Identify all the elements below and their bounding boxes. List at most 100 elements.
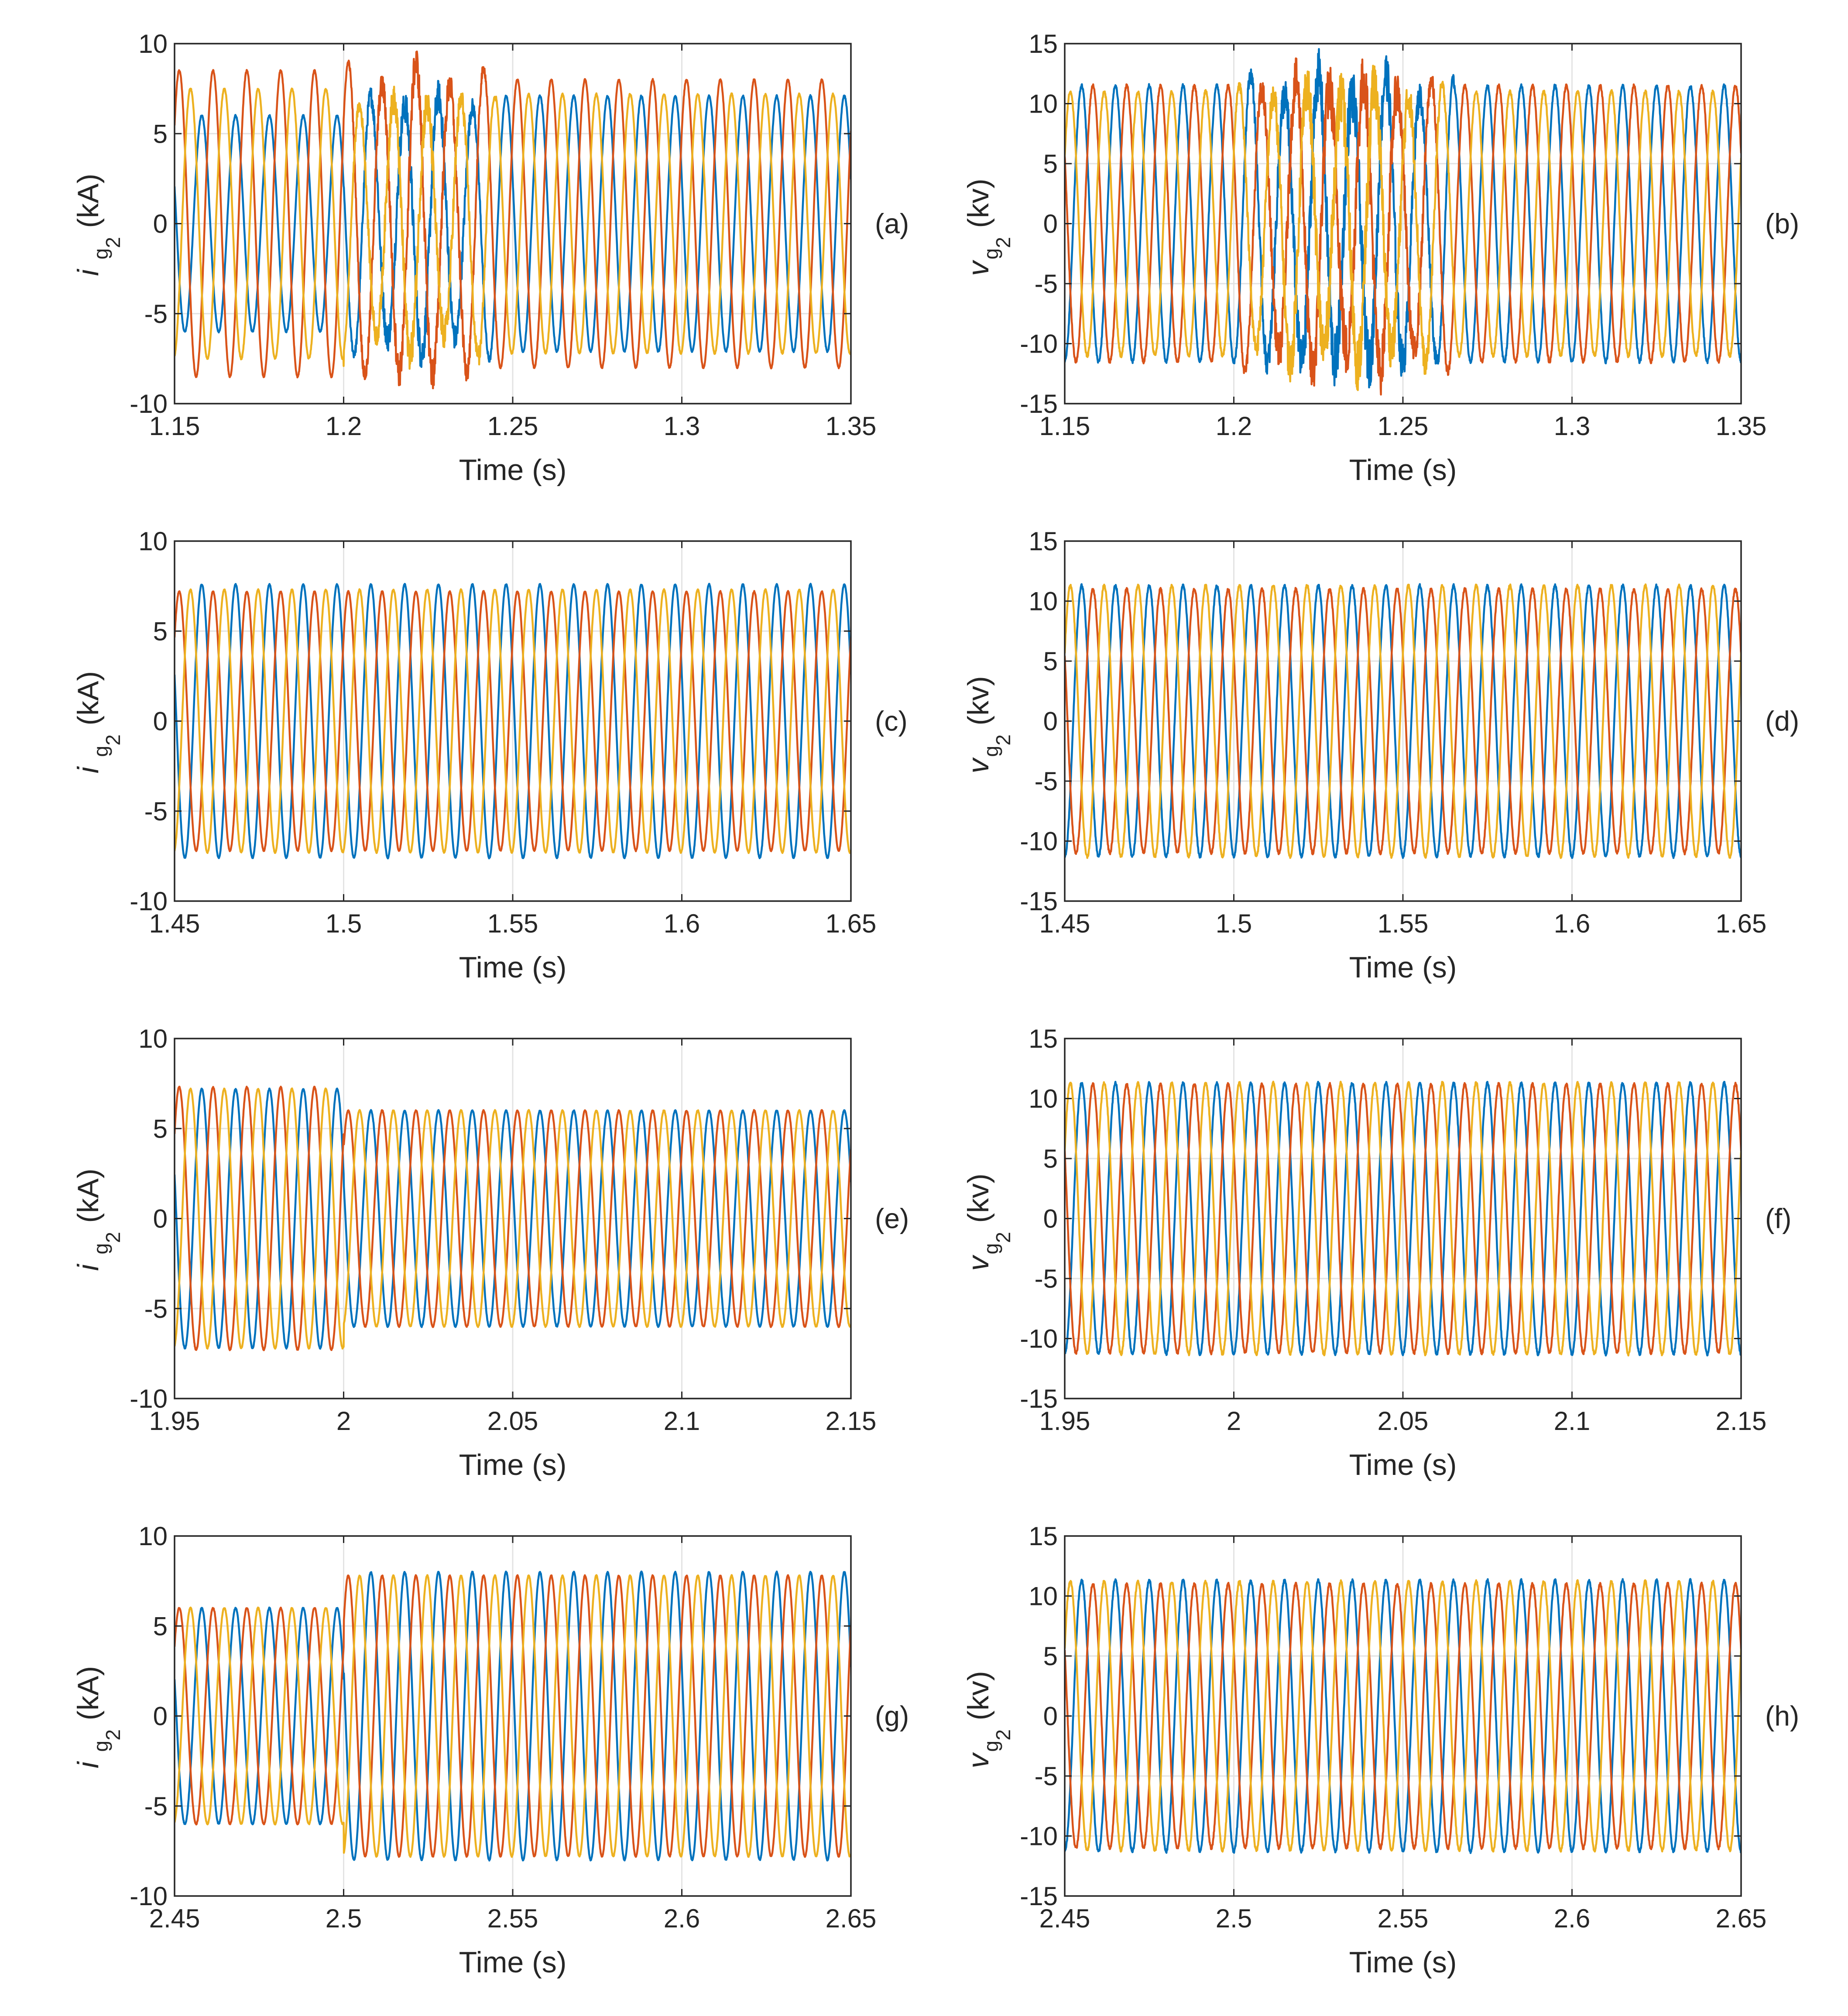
y-tick-label: 10	[1029, 587, 1058, 616]
series-line-phase-c	[175, 1574, 851, 1858]
y-axis-subscript: g	[89, 1243, 112, 1255]
series-line-phase-c	[175, 588, 851, 854]
x-tick-label: 2.6	[664, 1904, 700, 1933]
x-tick-label: 2.6	[1554, 1904, 1590, 1933]
y-axis-unit: (kA)	[72, 1666, 105, 1721]
y-axis-subscript: g	[980, 1243, 1002, 1255]
y-tick-label: 5	[153, 119, 168, 148]
y-tick-label: -15	[1020, 389, 1058, 418]
y-tick-label: 10	[1029, 89, 1058, 119]
y-tick-label: 0	[153, 1702, 168, 1731]
y-tick-label: 0	[1043, 707, 1058, 736]
y-tick-label: -10	[1020, 827, 1058, 856]
y-axis-label: vg2 (kv)	[962, 1173, 1015, 1271]
y-tick-label: 10	[138, 29, 168, 58]
x-tick-label: 1.45	[149, 909, 200, 938]
y-axis-subscript: g	[89, 746, 112, 757]
x-tick-label: 2.65	[826, 1904, 877, 1933]
x-tick-label: 2.1	[664, 1406, 700, 1436]
y-tick-label: 10	[138, 1522, 168, 1551]
x-tick-label: 1.25	[1378, 411, 1429, 441]
x-tick-label: 2.15	[826, 1406, 877, 1436]
y-tick-label: -5	[1035, 1264, 1058, 1293]
x-tick-label: 1.6	[1554, 909, 1590, 938]
chart-panel-c: 1.45 1.5 1.55 1.6 1.65 -10 -5 0 5 10 Time (s) i g2 (k…	[72, 527, 908, 984]
series-line-phase-a	[175, 80, 851, 368]
x-tick-label: 2.55	[1378, 1904, 1429, 1933]
x-tick-label: 2.45	[1039, 1904, 1090, 1933]
y-tick-label: -5	[144, 1792, 168, 1821]
x-tick-label: 2.05	[1378, 1406, 1429, 1436]
x-tick-label: 1.35	[1716, 411, 1767, 441]
y-tick-label: 0	[1043, 1702, 1058, 1731]
series-line-phase-b	[175, 1085, 851, 1351]
y-tick-label: 5	[1043, 1642, 1058, 1671]
x-tick-label: 1.15	[1039, 411, 1090, 441]
panel-label: (c)	[875, 706, 908, 737]
x-tick-label: 1.95	[149, 1406, 200, 1436]
x-axis-label: Time (s)	[1349, 1946, 1457, 1979]
y-tick-label: 0	[153, 707, 168, 736]
y-axis-subscript-index: 2	[102, 1729, 124, 1741]
y-tick-label: 0	[1043, 209, 1058, 239]
panel-label: (f)	[1765, 1203, 1791, 1234]
y-axis-unit: (kA)	[72, 671, 105, 726]
y-tick-label: -5	[144, 797, 168, 826]
y-axis-subscript-index: 2	[992, 1729, 1015, 1741]
y-tick-label: 15	[1029, 1024, 1058, 1053]
x-tick-label: 1.65	[826, 909, 877, 938]
series-line-phase-b	[175, 590, 851, 852]
x-tick-label: 2	[1227, 1406, 1241, 1436]
series-line-phase-b	[175, 50, 851, 390]
chart-panel-g: 2.45 2.5 2.55 2.6 2.65 -10 -5 0 5 10 Time (s) i g2 (k…	[72, 1522, 909, 1979]
y-axis-label: vg2 (kv)	[962, 676, 1015, 773]
series-line-phase-c	[175, 86, 851, 370]
y-tick-label: -10	[1020, 1822, 1058, 1851]
chart-panel-a: 1.15 1.2 1.25 1.3 1.35 -10 -5 0 5 10 Time (s) i g2 (k…	[72, 29, 909, 487]
y-tick-label: -15	[1020, 1384, 1058, 1413]
y-axis-subscript-index: 2	[102, 1232, 124, 1243]
x-tick-label: 1.15	[149, 411, 200, 441]
x-tick-label: 2.15	[1716, 1406, 1767, 1436]
series-line-phase-c	[1065, 1579, 1741, 1853]
y-axis-label: i g2 (kA)	[72, 1666, 124, 1769]
y-axis-variable: i	[72, 1264, 105, 1271]
y-tick-label: 15	[1029, 29, 1058, 58]
y-axis-label: i g2 (kA)	[72, 1169, 124, 1271]
y-axis-variable: v	[962, 1752, 995, 1769]
y-axis-label: i g2 (kA)	[72, 174, 124, 276]
chart-panel-b: 1.15 1.2 1.25 1.3 1.35 -15 -10 -5 0 5 10 15 Time (s)…	[962, 29, 1799, 487]
y-axis-label: vg2 (kv)	[962, 178, 1015, 276]
y-axis-label: i g2 (kA)	[72, 671, 124, 774]
x-tick-label: 2.45	[149, 1904, 200, 1933]
x-tick-label: 1.3	[1554, 411, 1590, 441]
y-tick-label: 15	[1029, 527, 1058, 556]
y-tick-label: -5	[1035, 1762, 1058, 1791]
panel-label: (e)	[875, 1203, 909, 1234]
y-tick-label: 10	[138, 1024, 168, 1053]
x-tick-label: 1.3	[664, 411, 700, 441]
y-axis-variable: i	[72, 1761, 105, 1769]
y-axis-unit: (kv)	[962, 676, 995, 725]
y-tick-label: -15	[1020, 1882, 1058, 1911]
y-tick-label: 0	[153, 209, 168, 239]
series-line-phase-b	[175, 1574, 851, 1858]
x-tick-label: 1.5	[326, 909, 362, 938]
y-axis-subscript: g	[89, 1741, 112, 1752]
y-axis-variable: v	[962, 260, 995, 276]
y-tick-label: 10	[1029, 1084, 1058, 1114]
x-tick-label: 1.45	[1039, 909, 1090, 938]
y-tick-label: -10	[130, 887, 168, 916]
x-axis-label: Time (s)	[459, 1448, 567, 1481]
y-tick-label: -10	[1020, 329, 1058, 359]
x-tick-label: 1.2	[326, 411, 362, 441]
x-tick-label: 1.6	[664, 909, 700, 938]
y-axis-subscript-index: 2	[102, 237, 124, 248]
chart-panel-d: 1.45 1.5 1.55 1.6 1.65 -15 -10 -5 0 5 10 15 Time (s)…	[962, 527, 1799, 984]
x-tick-label: 1.95	[1039, 1406, 1090, 1436]
x-axis-label: Time (s)	[1349, 951, 1457, 984]
x-tick-label: 2.65	[1716, 1904, 1767, 1933]
panel-label: (d)	[1765, 706, 1799, 737]
y-axis-variable: v	[962, 1255, 995, 1271]
series-line-phase-c	[1065, 583, 1741, 859]
